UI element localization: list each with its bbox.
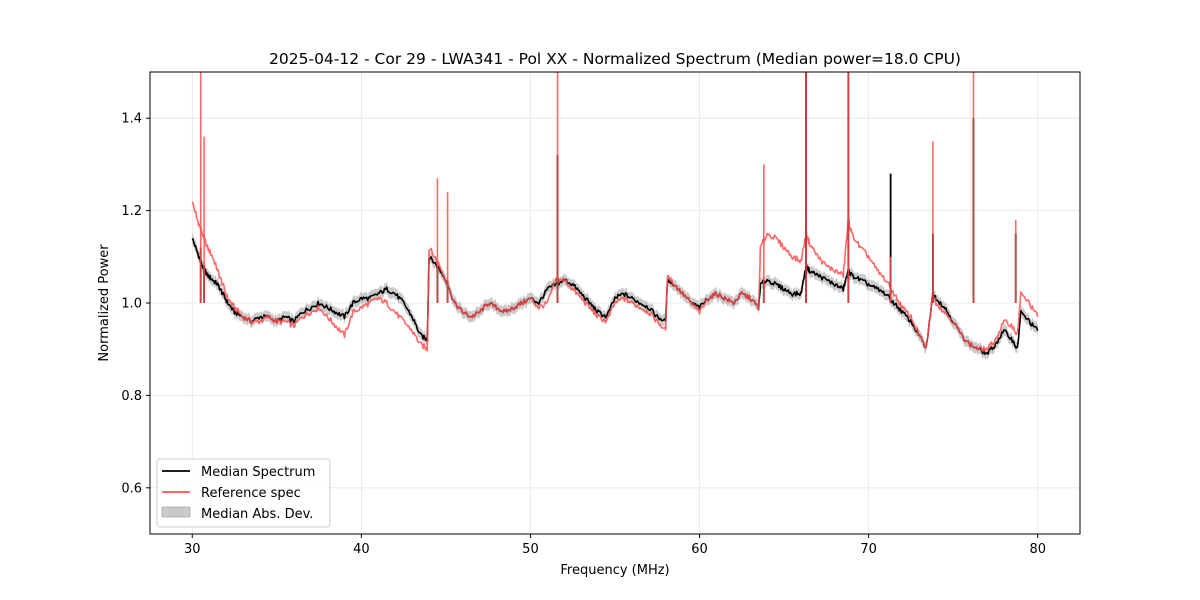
- x-tick-label-0: 30: [184, 542, 201, 557]
- x-tick-label-2: 50: [522, 542, 539, 557]
- legend-swatch-mad: [161, 506, 191, 518]
- y-tick-label-0: 0.6: [121, 481, 142, 496]
- legend-label-mad: Median Abs. Dev.: [201, 507, 313, 522]
- reference-spec-line: [191, 201, 1039, 353]
- x-tick-label-1: 40: [353, 542, 370, 557]
- x-tick-label-5: 80: [1029, 542, 1046, 557]
- y-tick-label-2: 1.0: [121, 297, 142, 312]
- y-tick-label-3: 1.2: [121, 204, 142, 219]
- legend: Median Spectrum Reference spec Median Ab…: [156, 458, 331, 528]
- series-lines: [191, 201, 1039, 356]
- chart-title: 2025-04-12 - Cor 29 - LWA341 - Pol XX - …: [269, 50, 961, 68]
- x-tick-label-3: 60: [691, 542, 708, 557]
- x-axis-ticks: 30 40 50 60 70 80: [184, 534, 1046, 557]
- y-tick-label-1: 0.8: [121, 389, 142, 404]
- legend-label-median: Median Spectrum: [201, 465, 315, 480]
- spike-lines: [199, 72, 1017, 303]
- legend-box: [156, 458, 331, 528]
- y-axis-ticks: 0.6 0.8 1.0 1.2 1.4: [121, 112, 150, 496]
- x-tick-label-4: 70: [860, 542, 877, 557]
- y-tick-label-4: 1.4: [121, 112, 142, 127]
- legend-label-reference: Reference spec: [201, 486, 301, 501]
- y-axis-label: Normalized Power: [97, 244, 112, 362]
- x-axis-label: Frequency (MHz): [560, 563, 669, 578]
- median-spectrum-line: [191, 238, 1039, 356]
